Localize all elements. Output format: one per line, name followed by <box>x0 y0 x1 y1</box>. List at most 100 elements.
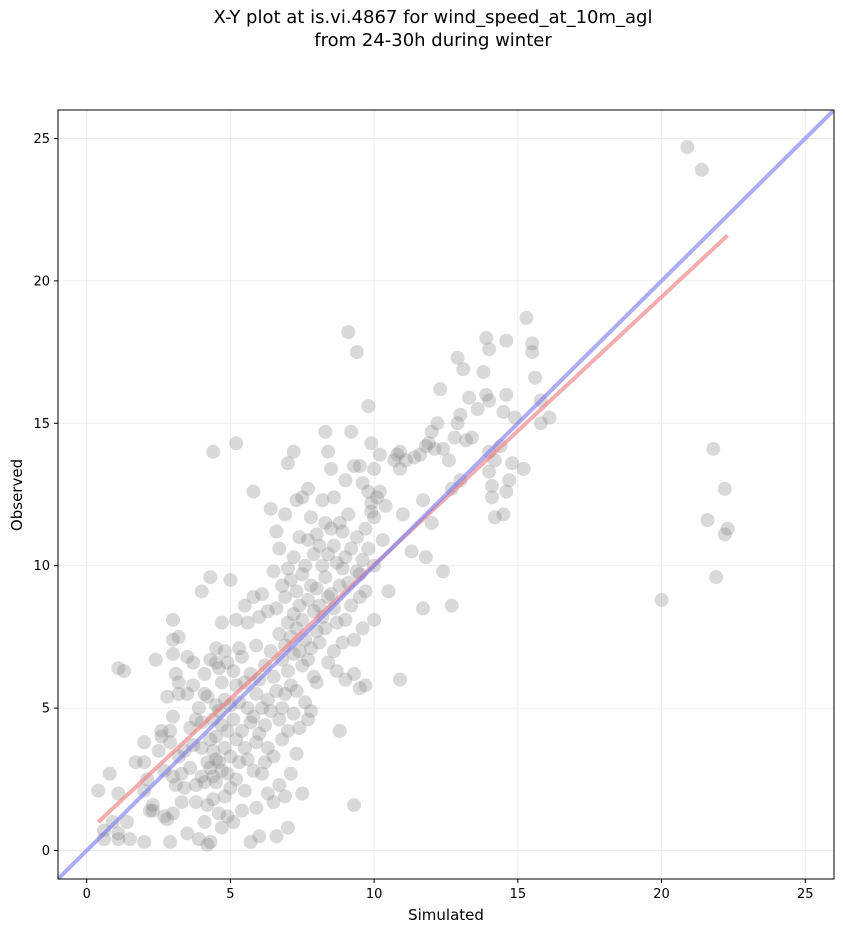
y-axis-label: Observed <box>8 459 26 531</box>
data-point <box>229 772 244 787</box>
data-point <box>203 834 218 849</box>
data-point <box>188 778 203 793</box>
data-point <box>286 444 301 459</box>
data-point <box>177 780 192 795</box>
data-point <box>255 701 270 716</box>
data-point <box>191 832 206 847</box>
data-point <box>309 527 324 542</box>
data-point <box>303 578 318 593</box>
data-point <box>352 590 367 605</box>
data-point <box>706 441 721 456</box>
data-point <box>180 686 195 701</box>
data-point <box>255 766 270 781</box>
data-point <box>211 806 226 821</box>
data-point <box>257 755 272 770</box>
data-point <box>364 436 379 451</box>
data-point <box>249 638 264 653</box>
data-point <box>214 763 229 778</box>
data-point <box>525 345 540 360</box>
data-point <box>209 655 224 670</box>
data-point <box>252 609 267 624</box>
data-point <box>338 550 353 565</box>
data-point <box>163 723 178 738</box>
data-point <box>145 803 160 818</box>
data-point <box>335 524 350 539</box>
data-point <box>111 661 126 676</box>
data-point <box>278 789 293 804</box>
y-tick-label: 15 <box>33 417 50 432</box>
data-point <box>280 615 295 630</box>
data-point <box>335 635 350 650</box>
data-point <box>292 644 307 659</box>
data-point <box>278 507 293 522</box>
data-point <box>338 672 353 687</box>
data-point <box>240 752 255 767</box>
plot-frame <box>57 109 835 880</box>
data-point <box>375 533 390 548</box>
data-point <box>416 601 431 616</box>
data-point <box>321 547 336 562</box>
data-point <box>479 387 494 402</box>
data-point <box>209 752 224 767</box>
data-point <box>220 723 235 738</box>
data-point <box>318 570 333 585</box>
data-point <box>318 424 333 439</box>
data-point <box>168 778 183 793</box>
data-point <box>484 490 499 505</box>
data-point <box>286 550 301 565</box>
data-point <box>496 404 511 419</box>
data-point <box>421 436 436 451</box>
data-point <box>165 769 180 784</box>
data-point <box>309 581 324 596</box>
data-point <box>312 538 327 553</box>
data-point <box>188 712 203 727</box>
data-point <box>171 675 186 690</box>
data-point <box>260 740 275 755</box>
data-point <box>430 416 445 431</box>
data-point <box>165 612 180 627</box>
data-point <box>358 584 373 599</box>
data-point <box>206 743 221 758</box>
data-point <box>694 162 709 177</box>
data-point <box>249 800 264 815</box>
data-point <box>404 544 419 559</box>
data-point <box>387 453 402 468</box>
data-point <box>418 550 433 565</box>
data-point <box>306 669 321 684</box>
data-point <box>197 815 212 830</box>
data-point <box>186 655 201 670</box>
data-point <box>289 584 304 599</box>
x-tick-label: 5 <box>226 887 234 902</box>
data-point <box>326 538 341 553</box>
data-point <box>441 453 456 468</box>
data-point <box>220 809 235 824</box>
data-point <box>303 641 318 656</box>
data-point <box>372 484 387 499</box>
data-point <box>395 507 410 522</box>
data-point <box>450 350 465 365</box>
data-point <box>301 533 316 548</box>
data-point <box>487 510 502 525</box>
data-point <box>358 678 373 693</box>
data-point <box>295 786 310 801</box>
data-point <box>232 641 247 656</box>
data-point <box>361 399 376 414</box>
data-point <box>217 789 232 804</box>
data-point <box>191 701 206 716</box>
data-point <box>344 598 359 613</box>
data-point <box>301 652 316 667</box>
data-point <box>272 541 287 556</box>
data-point <box>479 330 494 345</box>
data-point <box>266 669 281 684</box>
data-point <box>720 521 735 536</box>
data-point <box>329 664 344 679</box>
data-point <box>223 572 238 587</box>
data-point <box>352 459 367 474</box>
data-point <box>226 712 241 727</box>
data-point <box>269 684 284 699</box>
data-point <box>226 664 241 679</box>
data-point <box>171 749 186 764</box>
x-tick-label: 20 <box>653 887 670 902</box>
data-point <box>151 743 166 758</box>
data-point <box>214 820 229 835</box>
